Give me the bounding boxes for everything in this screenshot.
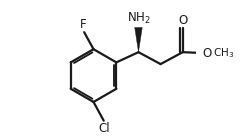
Text: CH$_3$: CH$_3$ <box>212 46 234 60</box>
Text: O: O <box>203 47 212 59</box>
Text: F: F <box>80 18 86 31</box>
Text: Cl: Cl <box>98 122 110 135</box>
Polygon shape <box>135 27 142 52</box>
Text: NH$_2$: NH$_2$ <box>126 11 150 26</box>
Text: O: O <box>178 14 187 27</box>
